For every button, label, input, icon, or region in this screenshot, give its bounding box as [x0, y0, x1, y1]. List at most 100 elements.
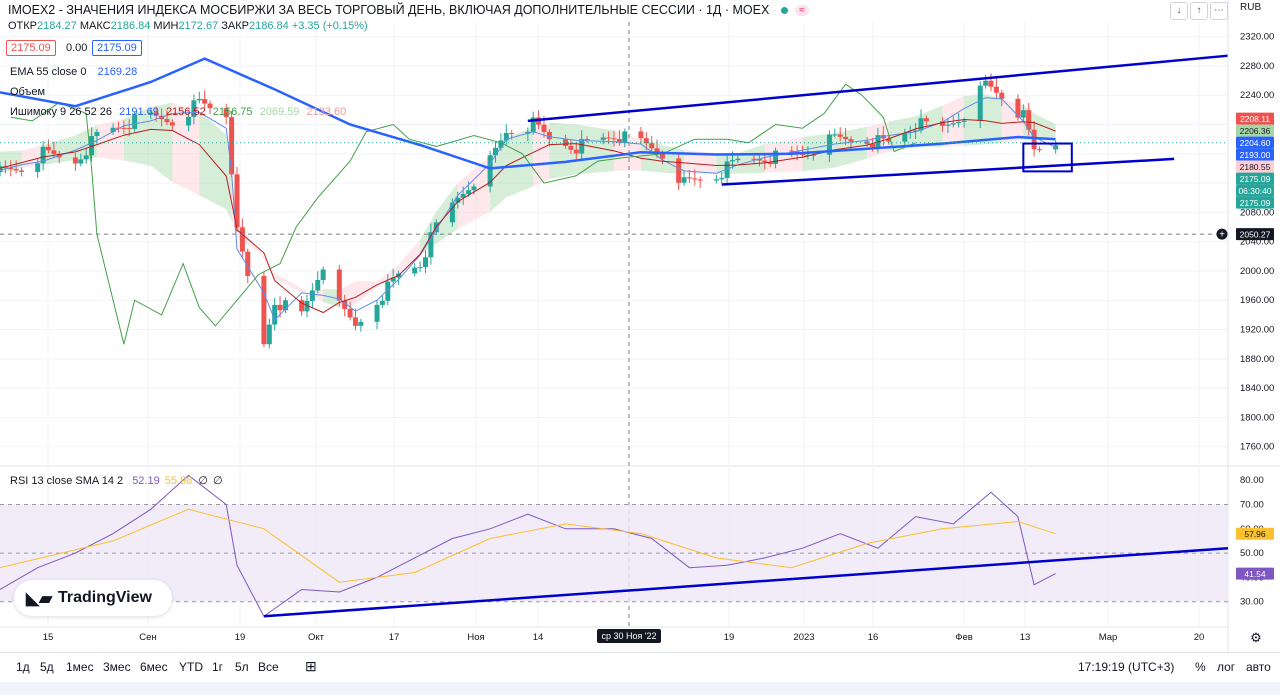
candle-body: [8, 167, 14, 170]
candle-body: [422, 257, 428, 268]
candle-body: [729, 160, 735, 162]
timeframe-button[interactable]: YTD: [179, 660, 203, 674]
ichimoku-cloud-segment: [323, 289, 340, 308]
timeframe-button[interactable]: Все: [258, 660, 279, 674]
up-arrow-icon[interactable]: ↑: [1190, 2, 1208, 20]
candle-body: [681, 177, 687, 183]
candle-body: [713, 179, 719, 181]
candle-body: [643, 138, 649, 144]
rsi-line: [0, 474, 1056, 618]
timeframe-button[interactable]: 1мес: [66, 660, 94, 674]
candle-body: [202, 99, 208, 104]
timeframe-button[interactable]: 3мес: [103, 660, 131, 674]
volume-legend[interactable]: Объем: [10, 86, 45, 98]
time-axis-tick: 17: [389, 632, 400, 643]
clock[interactable]: 17:19:19 (UTC+3): [1078, 660, 1175, 674]
candle-body: [460, 193, 466, 198]
time-axis-tick: 19: [724, 632, 735, 643]
candle-body: [756, 158, 762, 161]
buy-price-box[interactable]: 2175.09: [92, 40, 142, 56]
timeframe-button[interactable]: 5л: [235, 660, 249, 674]
candle-body: [686, 177, 692, 179]
rsi-axis-tick: 50.00: [1240, 548, 1264, 559]
ichimoku-cloud-segment: [43, 135, 76, 165]
price-axis-tick: 1800.00: [1240, 412, 1274, 423]
candle-body: [1026, 110, 1032, 130]
candle-body: [600, 137, 606, 140]
ichimoku-cloud-segment: [226, 134, 232, 221]
candle-body: [493, 147, 499, 156]
rsi-label: 57.96: [1244, 529, 1266, 539]
time-axis-tick: 20: [1194, 632, 1205, 643]
currency-label[interactable]: RUB: [1240, 2, 1262, 13]
candle-body: [239, 227, 245, 252]
candle-body: [843, 136, 849, 140]
chart-header: IMOEX2 - ЗНАЧЕНИЯ ИНДЕКСА МОСБИРЖИ ЗА ВЕ…: [8, 3, 809, 17]
candle-body: [999, 92, 1005, 99]
rsi-null-value-1: ∅: [198, 475, 208, 487]
candle-body: [659, 153, 665, 159]
download-icon[interactable]: ↓: [1170, 2, 1188, 20]
candle-body: [993, 86, 999, 93]
timeframe-button[interactable]: 5д: [40, 660, 54, 674]
data-status-badge[interactable]: ≈: [795, 5, 809, 17]
candle-body: [336, 269, 342, 301]
ichimoku-cloud-segment: [274, 272, 302, 293]
candle-body: [412, 267, 418, 274]
rsi-legend[interactable]: RSI 13 close SMA 14 2 52.19 55.98 ∅ ∅: [10, 474, 223, 487]
timeframe-button[interactable]: 6мес: [140, 660, 168, 674]
rsi-sma-line: [0, 508, 1056, 583]
ichimoku-cloud-segment: [985, 94, 1002, 145]
calendar-range-icon[interactable]: ⊞: [305, 658, 317, 674]
tradingview-logo[interactable]: ◣▰ TradingView: [14, 580, 172, 616]
ichimoku-legend[interactable]: Ишимоку 9 26 52 26 2191.69 2156.52 2156.…: [10, 106, 346, 118]
ichimoku-cloud-segment: [398, 239, 421, 273]
ichimoku-conversion-line: [0, 97, 1056, 321]
rsi-axis-tick: 70.00: [1240, 499, 1264, 510]
price-label-bg: [1236, 196, 1274, 209]
candle-body: [945, 124, 951, 126]
candle-body: [762, 160, 768, 163]
timeframe-button[interactable]: 1г: [212, 660, 224, 674]
low-value: 2172.67: [178, 20, 219, 32]
ema-legend[interactable]: EMA 55 close 0 2169.28: [10, 66, 137, 78]
candle-body: [870, 143, 876, 148]
log-toggle[interactable]: лог: [1217, 660, 1236, 674]
candle-body: [902, 133, 908, 142]
candle-body: [983, 80, 989, 86]
ichimoku-cloud-segment: [355, 281, 378, 305]
auto-toggle[interactable]: авто: [1246, 660, 1271, 674]
more-icon[interactable]: ⋯: [1210, 2, 1228, 20]
ichimoku-conversion-value: 2191.69: [119, 106, 159, 118]
sell-price-box[interactable]: 2175.09: [6, 40, 56, 56]
price-label: 2180.55: [1240, 162, 1271, 172]
candle-body: [546, 131, 552, 140]
ichimoku-cloud-segment: [614, 130, 641, 171]
time-axis-tick: 14: [533, 632, 544, 643]
candle-body: [0, 166, 3, 173]
ichimoku-cloud-segment: [506, 127, 534, 198]
rsi-label-bg: [1236, 527, 1274, 540]
candle-body: [692, 178, 698, 180]
timeframe-button[interactable]: 1д: [16, 660, 30, 674]
time-crosshair-label: ср 30 Ноя '22: [601, 631, 656, 641]
candle-body: [697, 179, 703, 181]
time-axis-tick: 19: [235, 632, 246, 643]
price-label: 2193.00: [1240, 150, 1271, 160]
candle-body: [923, 118, 929, 122]
price-label: 06:30:40: [1238, 186, 1271, 196]
candle-body: [530, 117, 536, 132]
percent-toggle[interactable]: %: [1195, 660, 1206, 674]
candle-body: [169, 122, 175, 126]
candle-body: [573, 149, 579, 154]
candle-body: [347, 308, 353, 318]
candle-body: [875, 135, 881, 148]
time-axis-tick: Ноя: [467, 632, 484, 643]
price-label-bg: [1236, 228, 1274, 241]
bottom-toolbar: [0, 652, 1280, 683]
candle-body: [358, 321, 364, 326]
candle-body: [83, 155, 89, 160]
candle-body: [498, 140, 504, 148]
candle-body: [449, 202, 455, 223]
